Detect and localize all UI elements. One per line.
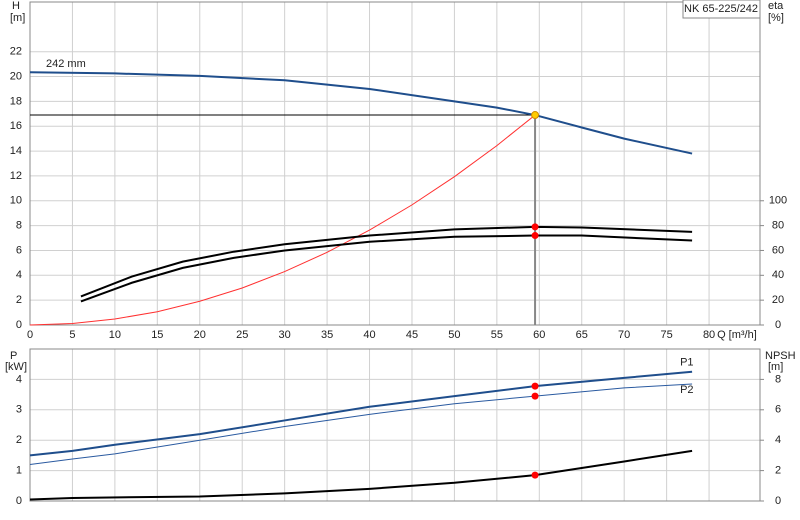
chart-title: NK 65-225/242 <box>684 3 758 15</box>
x-tick-label: 0 <box>27 329 33 341</box>
series-label: 242 mm <box>46 58 86 70</box>
operating-point <box>531 471 539 479</box>
operating-point <box>531 111 540 120</box>
y-tick-label: 0 <box>16 319 22 331</box>
y-tick-label: 10 <box>10 195 22 207</box>
curve <box>80 225 693 298</box>
x-tick-label: 80 <box>703 329 715 341</box>
y-tick-label: 2 <box>16 434 22 446</box>
y-tick-label: 3 <box>16 404 22 416</box>
y-tick-label: 4 <box>16 373 22 385</box>
y2-unit: [m] <box>768 361 783 373</box>
y2-tick-label: 20 <box>772 294 784 306</box>
x-tick-label: 45 <box>406 329 418 341</box>
x-tick-label: 70 <box>618 329 630 341</box>
curve <box>29 383 693 466</box>
title-box <box>682 0 761 19</box>
series-label: P2 <box>680 384 693 396</box>
plot-frame <box>29 1 761 326</box>
x-tick-label: 5 <box>69 329 75 341</box>
curve <box>80 234 693 303</box>
series-label: P1 <box>680 357 693 369</box>
x-tick-label: 65 <box>576 329 588 341</box>
curve <box>29 114 536 326</box>
curve <box>29 71 693 155</box>
y-label: P <box>10 350 17 362</box>
y-tick-label: 20 <box>10 70 22 82</box>
x-tick-label: 30 <box>279 329 291 341</box>
y2-tick-label: 100 <box>769 195 787 207</box>
operating-point <box>531 392 539 400</box>
operating-point <box>531 223 539 231</box>
operating-point <box>531 382 539 390</box>
y-tick-label: 4 <box>16 269 22 281</box>
x-tick-label: 55 <box>491 329 503 341</box>
curve <box>29 449 693 501</box>
x-tick-label: 10 <box>109 329 121 341</box>
y2-tick-label: 80 <box>772 220 784 232</box>
x-tick-label: 60 <box>533 329 545 341</box>
x-tick-label: 35 <box>321 329 333 341</box>
y2-tick-label: 40 <box>772 269 784 281</box>
x-tick-label: 15 <box>151 329 163 341</box>
y-tick-label: 1 <box>16 465 22 477</box>
plot-frame <box>29 348 761 502</box>
x-label: Q [m³/h] <box>717 329 757 341</box>
y2-tick-label: 2 <box>775 465 781 477</box>
curve <box>29 370 693 457</box>
y2-tick-label: 6 <box>775 404 781 416</box>
x-tick-label: 50 <box>448 329 460 341</box>
y-tick-label: 12 <box>10 170 22 182</box>
x-tick-label: 40 <box>363 329 375 341</box>
y-tick-label: 2 <box>16 294 22 306</box>
y-label: H <box>12 0 20 12</box>
y-tick-label: 6 <box>16 244 22 256</box>
y-tick-label: 18 <box>10 95 22 107</box>
y2-tick-label: 0 <box>775 319 781 331</box>
x-tick-label: 20 <box>194 329 206 341</box>
x-tick-label: 25 <box>236 329 248 341</box>
y2-tick-label: 4 <box>775 434 781 446</box>
x-tick-label: 75 <box>661 329 673 341</box>
y-tick-label: 14 <box>10 145 22 157</box>
y-tick-label: 16 <box>10 120 22 132</box>
y-tick-label: 22 <box>10 46 22 58</box>
y2-tick-label: 8 <box>775 373 781 385</box>
y2-label: NPSH <box>765 350 796 362</box>
y-tick-label: 8 <box>16 220 22 232</box>
y2-tick-label: 60 <box>772 244 784 256</box>
operating-point <box>531 232 539 240</box>
y2-label: eta <box>768 0 784 12</box>
y-unit: [m] <box>10 12 25 24</box>
y-unit: [kW] <box>5 361 27 373</box>
y2-tick-label: 0 <box>775 495 781 507</box>
y2-unit: [%] <box>768 12 784 24</box>
y-tick-label: 0 <box>16 495 22 507</box>
